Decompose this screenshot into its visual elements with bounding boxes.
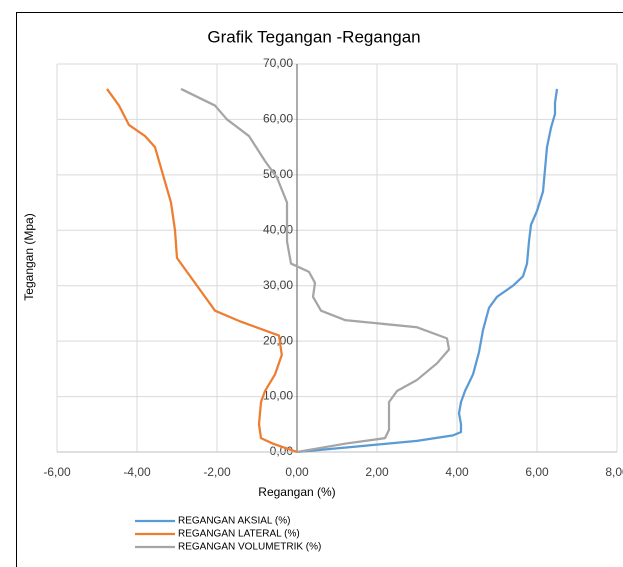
series-line: [296, 88, 559, 454]
series-line: [180, 87, 451, 454]
y-tick-label: 10,00: [263, 389, 293, 403]
x-tick-label: 6,00: [525, 465, 549, 479]
y-tick-label: 60,00: [263, 112, 293, 126]
series-line: [106, 88, 298, 454]
x-tick-label: 8,00: [605, 465, 623, 479]
y-tick-label: 40,00: [263, 222, 293, 236]
legend-label: REGANGAN LATERAL (%): [178, 529, 300, 540]
x-tick-label: -6,00: [43, 465, 71, 479]
x-tick-label: -2,00: [203, 465, 231, 479]
chart-border: [16, 12, 623, 567]
y-tick-label: 30,00: [263, 278, 293, 292]
x-tick-label: 0,00: [285, 465, 309, 479]
legend-label: REGANGAN VOLUMETRIK (%): [178, 542, 321, 553]
y-tick-label: 20,00: [263, 333, 293, 347]
x-tick-label: 2,00: [365, 465, 389, 479]
x-tick-label: -4,00: [123, 465, 151, 479]
y-axis-label: Tegangan (Mpa): [22, 213, 36, 300]
legend-label: REGANGAN AKSIAL (%): [178, 516, 290, 527]
y-tick-label: 70,00: [263, 56, 293, 70]
chart-title: Grafik Tegangan -Regangan: [207, 27, 420, 46]
x-tick-label: 4,00: [445, 465, 469, 479]
x-axis-label: Regangan (%): [258, 485, 335, 499]
